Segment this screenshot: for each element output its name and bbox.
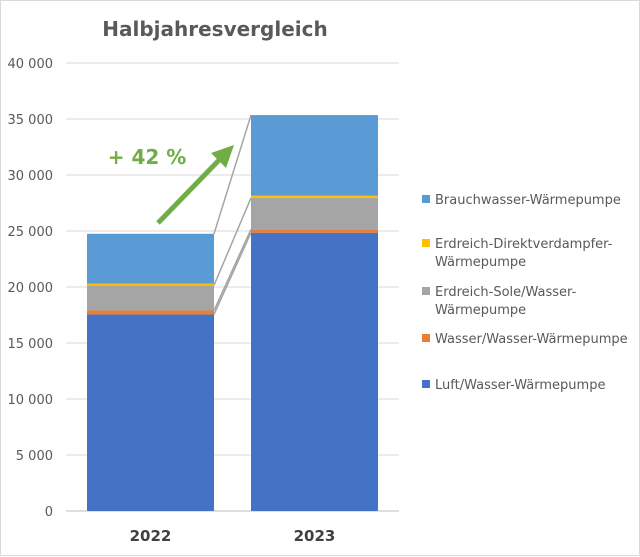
legend-label: Luft/Wasser-Wärmepumpe [435,378,605,393]
series-connector-line [213,229,252,311]
legend-item: Wasser/Wasser-Wärmepumpe [422,332,628,347]
legend-swatch [422,334,430,342]
bar-segment [87,233,214,284]
legend-label: Wärmepumpe [435,303,526,318]
bar-segment [251,197,378,230]
y-tick-label: 5 000 [16,449,53,464]
x-tick-label: 2023 [294,527,336,545]
series-connector-line [213,197,252,286]
legend-swatch [422,380,430,388]
growth-annotation: + 42 % [108,145,187,169]
x-tick-label: 2022 [130,527,172,545]
y-tick-label: 20 000 [8,281,54,296]
legend-label: Erdreich-Direktverdampfer- [435,237,613,252]
legend-label: Wärmepumpe [435,255,526,270]
bar-segment [251,229,378,233]
y-tick-label: 40 000 [8,57,54,72]
y-tick-label: 10 000 [8,393,54,408]
y-tick-label: 25 000 [8,225,54,240]
bar-segment [87,310,214,315]
legend-swatch [422,239,430,247]
legend-item: Erdreich-Sole/Wasser- Wärmepumpe [422,285,577,318]
y-tick-label: 30 000 [8,169,54,184]
legend-label: Wasser/Wasser-Wärmepumpe [435,332,628,347]
bar-segment [87,314,214,511]
y-tick-label: 15 000 [8,337,54,352]
bar-segment [251,195,378,198]
arrow-head-icon [211,145,234,168]
growth-arrow [156,154,225,225]
bar-segment [87,283,214,286]
bar-segment [251,232,378,511]
legend-swatch [422,195,430,203]
legend-item: Luft/Wasser-Wärmepumpe [422,378,605,393]
bar-segment [251,115,378,196]
legend-item: Brauchwasser-Wärmepumpe [422,193,621,208]
chart-title: Halbjahresvergleich [102,17,327,41]
bar-segment [87,285,214,311]
legend-label: Erdreich-Sole/Wasser- [435,285,577,300]
y-tick-label: 0 [45,505,53,520]
series-connector-line [213,114,252,235]
legend-item: Erdreich-Direktverdampfer- Wärmepumpe [422,237,613,270]
legend-swatch [422,287,430,295]
series-connector-line [213,232,252,315]
y-tick-label: 35 000 [8,113,54,128]
legend-label: Brauchwasser-Wärmepumpe [435,193,621,208]
